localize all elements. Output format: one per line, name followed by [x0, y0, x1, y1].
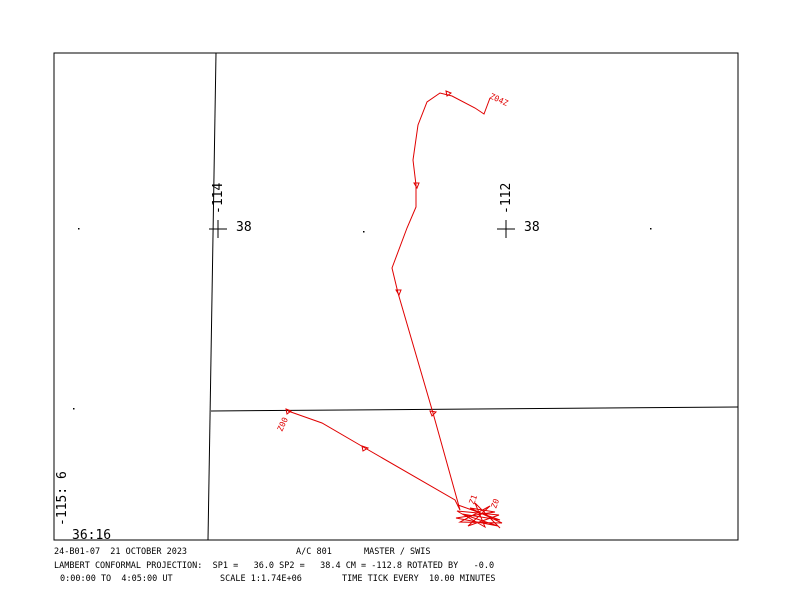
- footer-aircraft: A/C 801: [296, 547, 332, 557]
- track-label: Z00: [276, 416, 290, 433]
- meridian: [207, 52, 217, 541]
- time-ticks: [285, 90, 453, 452]
- track-label: Z04Z: [488, 92, 509, 108]
- footer-id: 24-B01-07 21 OCTOBER 2023: [54, 547, 187, 557]
- lon-label: -112: [499, 183, 514, 214]
- track-label: Z0: [489, 497, 501, 509]
- map-frame: [53, 52, 739, 541]
- lat-label: 38: [236, 220, 252, 235]
- grid-crosses: [209, 220, 515, 238]
- flight-track: [287, 92, 491, 511]
- track-cluster: [455, 502, 503, 529]
- track-label: Z1: [467, 493, 479, 505]
- grid-dots: [73, 228, 652, 410]
- lat-label: 38: [524, 220, 540, 235]
- footer-scale: SCALE 1:1.74E+06: [220, 574, 302, 584]
- corner-lat: 36:16: [72, 528, 111, 543]
- parallel: [210, 406, 739, 412]
- footer-tick: TIME TICK EVERY 10.00 MINUTES: [342, 574, 496, 584]
- footer-source: MASTER / SWIS: [364, 547, 431, 557]
- footer-time: 0:00:00 TO 4:05:00 UT: [60, 574, 173, 584]
- corner-lon: -115: 6: [55, 471, 70, 526]
- lon-label: -114: [211, 183, 226, 214]
- footer-projection: LAMBERT CONFORMAL PROJECTION: SP1 = 36.0…: [54, 561, 494, 571]
